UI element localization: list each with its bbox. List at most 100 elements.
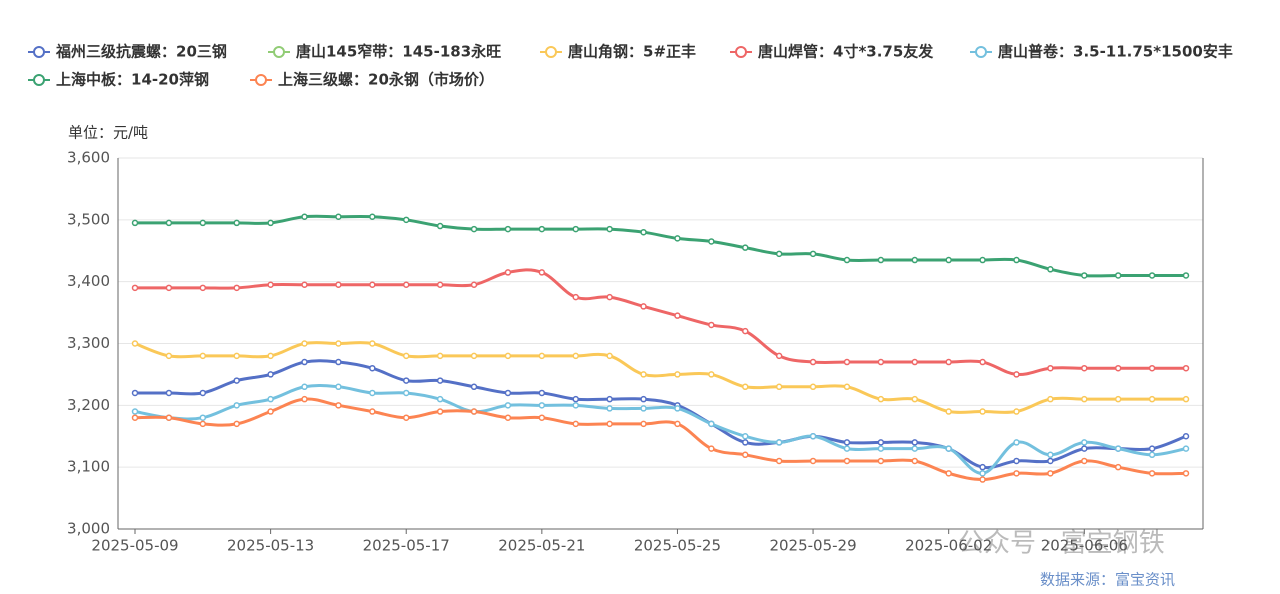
point bbox=[402, 216, 410, 224]
point bbox=[1081, 445, 1088, 452]
point bbox=[538, 402, 546, 409]
point bbox=[233, 402, 240, 409]
point bbox=[843, 383, 851, 391]
point bbox=[843, 256, 851, 264]
point bbox=[945, 470, 952, 477]
point bbox=[538, 414, 546, 421]
point bbox=[979, 476, 986, 483]
point bbox=[877, 439, 885, 446]
source: 数据来源：富宝资讯 bbox=[1040, 571, 1175, 589]
point bbox=[809, 457, 817, 465]
point bbox=[979, 256, 986, 264]
point bbox=[911, 439, 919, 446]
point bbox=[843, 358, 851, 366]
point bbox=[1182, 470, 1190, 477]
point bbox=[267, 219, 274, 227]
point bbox=[335, 402, 342, 409]
point bbox=[131, 340, 139, 347]
x-tick-label: 2025-05-09 bbox=[91, 537, 178, 555]
point bbox=[504, 352, 512, 360]
point bbox=[538, 389, 546, 397]
point bbox=[165, 284, 173, 292]
point bbox=[945, 445, 952, 452]
point bbox=[301, 340, 308, 347]
point bbox=[911, 395, 919, 403]
legend-label: 唐山普卷：3.5-11.75*1500安丰 bbox=[998, 43, 1233, 61]
point bbox=[674, 420, 681, 428]
point bbox=[1047, 395, 1054, 403]
point bbox=[1013, 439, 1020, 446]
y-tick-label: 3,500 bbox=[67, 210, 110, 228]
point bbox=[131, 219, 139, 227]
point bbox=[470, 408, 478, 415]
point bbox=[131, 389, 139, 397]
point bbox=[877, 395, 885, 403]
point bbox=[742, 433, 749, 440]
point bbox=[877, 256, 885, 264]
point bbox=[131, 284, 139, 292]
point bbox=[775, 439, 783, 446]
point bbox=[335, 213, 342, 220]
watermark: 公众号 · 富宝钢铁 bbox=[958, 529, 1165, 559]
point bbox=[640, 395, 647, 403]
point bbox=[369, 281, 376, 289]
point bbox=[979, 408, 986, 415]
point bbox=[369, 364, 376, 372]
y-tick-label: 3,600 bbox=[67, 149, 110, 167]
point bbox=[877, 457, 885, 465]
point bbox=[742, 327, 749, 335]
point bbox=[436, 352, 444, 360]
x-tick-label: 2025-06-02 bbox=[905, 537, 992, 555]
legend-marker bbox=[735, 46, 747, 58]
legend-marker bbox=[545, 46, 557, 58]
point bbox=[640, 405, 647, 412]
point bbox=[674, 371, 681, 378]
point bbox=[199, 420, 207, 428]
y-tick-label: 3,300 bbox=[67, 334, 110, 352]
point bbox=[267, 371, 274, 378]
point bbox=[979, 470, 986, 477]
legend-label: 上海中板：14-20萍钢 bbox=[56, 71, 209, 89]
point bbox=[233, 352, 240, 360]
x-tick-label: 2025-05-13 bbox=[227, 537, 314, 555]
point bbox=[538, 225, 546, 233]
point bbox=[470, 225, 478, 233]
point bbox=[1114, 272, 1122, 279]
legend-marker bbox=[975, 46, 987, 58]
point bbox=[1182, 395, 1190, 403]
point bbox=[470, 383, 478, 391]
point bbox=[1114, 463, 1122, 471]
point bbox=[1182, 433, 1190, 440]
y-tick-label: 3,100 bbox=[67, 458, 110, 476]
legend-label: 唐山145窄带：145-183永旺 bbox=[296, 43, 501, 61]
point bbox=[775, 250, 783, 258]
point bbox=[606, 420, 613, 428]
point bbox=[369, 389, 376, 397]
legend-marker bbox=[273, 46, 285, 58]
point bbox=[504, 269, 512, 276]
point bbox=[199, 219, 207, 227]
point bbox=[572, 225, 579, 233]
x-tick-label: 2025-05-29 bbox=[769, 537, 856, 555]
point bbox=[843, 457, 851, 465]
y-tick-label: 3,400 bbox=[67, 272, 110, 290]
point bbox=[1013, 408, 1020, 415]
point bbox=[742, 439, 749, 446]
legend-label: 唐山角钢：5#正丰 bbox=[568, 43, 696, 61]
point bbox=[436, 222, 444, 230]
point bbox=[538, 352, 546, 360]
point bbox=[369, 213, 376, 220]
point bbox=[606, 405, 613, 412]
point bbox=[708, 371, 715, 378]
point bbox=[775, 352, 783, 360]
point bbox=[504, 225, 512, 233]
point bbox=[911, 358, 919, 366]
point bbox=[436, 377, 444, 384]
point bbox=[606, 225, 613, 233]
point bbox=[1081, 364, 1088, 372]
legend-label: 福州三级抗震螺：20三钢 bbox=[55, 43, 227, 61]
point bbox=[742, 383, 749, 391]
point bbox=[369, 340, 376, 347]
point bbox=[436, 408, 444, 415]
point bbox=[504, 414, 512, 421]
